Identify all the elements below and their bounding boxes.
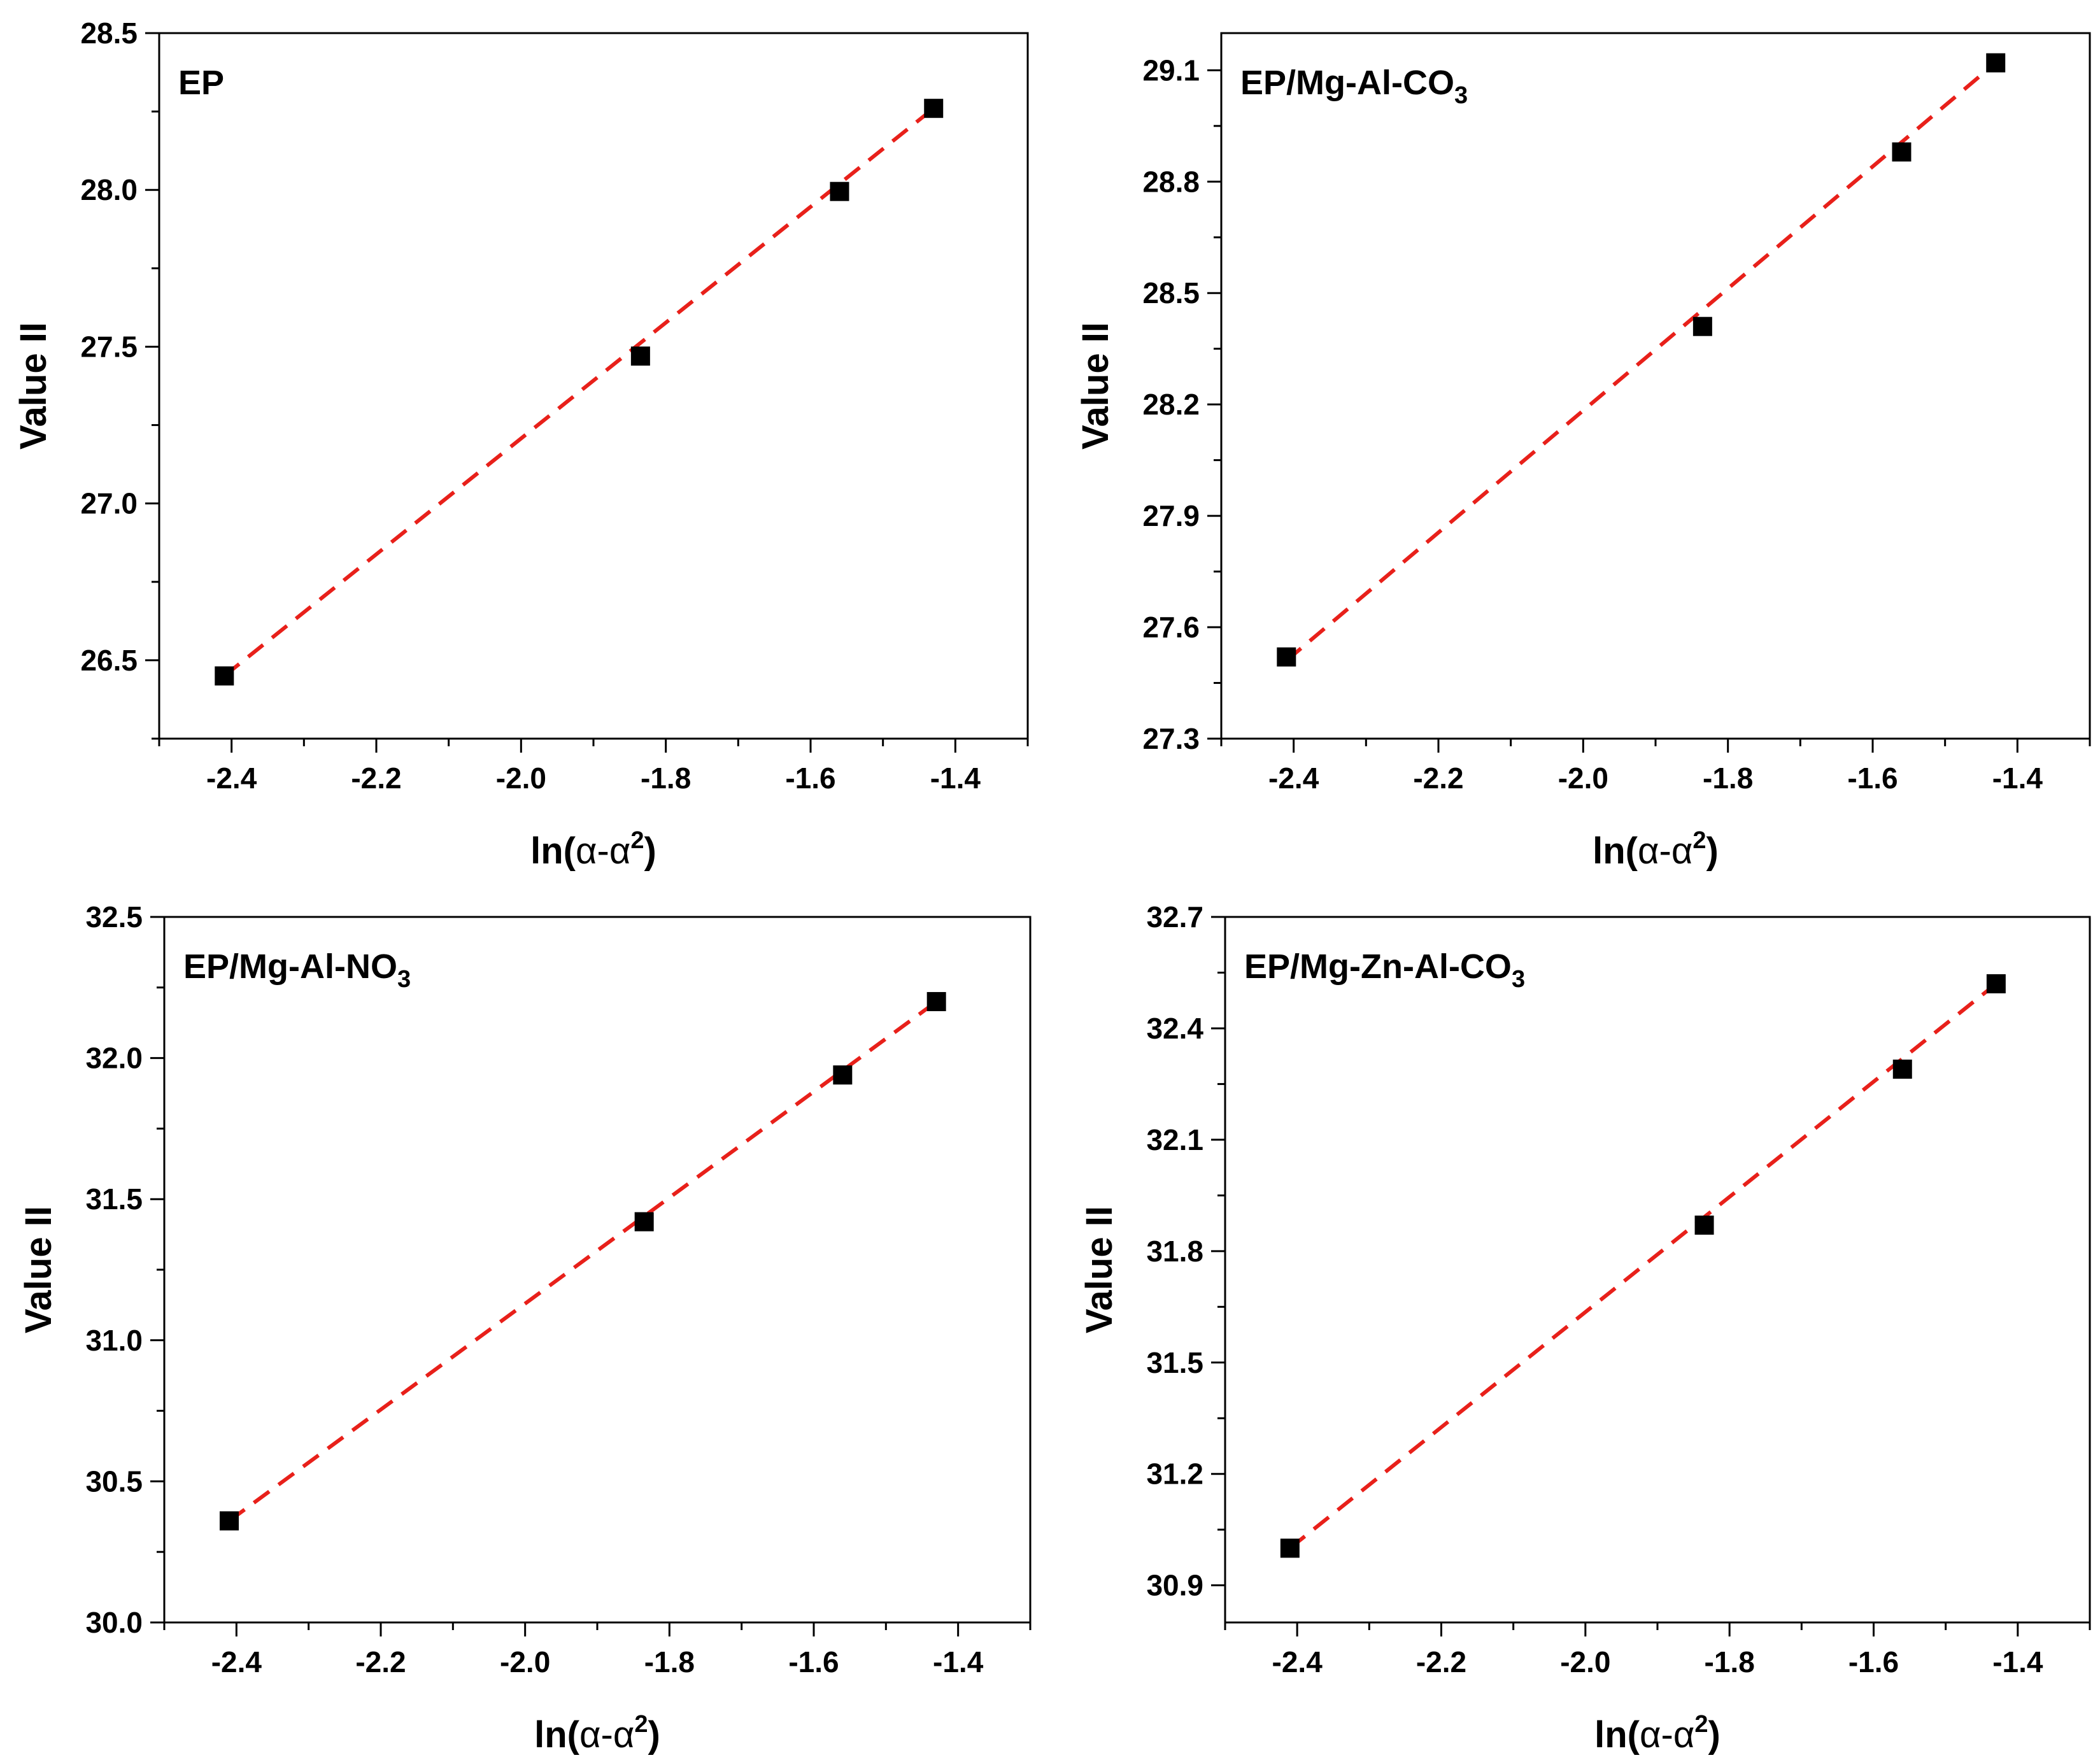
x-tick-label: -2.0: [1558, 762, 1608, 795]
y-tick-label: 30.0: [85, 1606, 143, 1639]
y-tick-label: 32.4: [1146, 1012, 1203, 1045]
x-tick-label: -1.8: [1703, 762, 1753, 795]
x-tick-label: -1.4: [1992, 762, 2043, 795]
plot-frame: [1224, 916, 2091, 1624]
data-point: [1892, 142, 1912, 162]
y-tick-label: 32.1: [1146, 1123, 1203, 1156]
plot-frame: [1220, 32, 2091, 740]
panel-label: EP: [178, 64, 224, 102]
fit-line: [1288, 982, 1997, 1550]
data-point: [220, 1511, 239, 1531]
x-tick-label: -1.8: [641, 762, 691, 795]
x-tick-label: -2.0: [500, 1645, 550, 1678]
panel-label: EP/Mg-Zn-Al-CO3: [1244, 947, 1525, 993]
y-tick-label: 30.9: [1146, 1569, 1203, 1602]
y-tick-label: 27.3: [1142, 722, 1200, 755]
y-tick-label: 30.5: [85, 1465, 143, 1498]
y-tick-label: 27.0: [80, 487, 138, 520]
fit-line: [223, 106, 935, 678]
data-point: [1280, 1538, 1300, 1558]
data-point: [1277, 647, 1296, 667]
x-tick-label: -1.8: [644, 1645, 695, 1678]
data-point: [830, 181, 849, 201]
panel-label: EP/Mg-Al-CO3: [1240, 64, 1468, 109]
x-tick-label: -2.0: [496, 762, 546, 795]
x-tick-label: -2.2: [351, 762, 401, 795]
y-tick-label: 28.5: [1142, 276, 1200, 309]
y-tick-label: 31.2: [1146, 1458, 1203, 1491]
x-tick-label: -2.0: [1560, 1645, 1610, 1678]
data-point: [926, 991, 946, 1011]
y-tick-label: 28.8: [1142, 165, 1200, 198]
y-tick-label: 31.8: [1146, 1235, 1203, 1268]
y-tick-label: 29.1: [1142, 53, 1200, 87]
x-tick-label: -1.6: [785, 762, 835, 795]
x-tick-label: -1.4: [1992, 1645, 2043, 1678]
x-axis-title: ln(α-α2): [1594, 1711, 1720, 1756]
y-tick-label: 31.5: [85, 1182, 143, 1216]
x-tick-label: -1.8: [1705, 1645, 1755, 1678]
plot-frame: [163, 916, 1032, 1624]
x-tick-label: -2.4: [211, 1645, 262, 1678]
x-tick-label: -1.6: [1848, 1645, 1899, 1678]
y-tick-label: 28.0: [80, 173, 138, 206]
x-tick-label: -2.2: [355, 1645, 406, 1678]
chart-panel-4: -2.4 -2.2 -2.0 -1.8 -1.6 -1.4 30.9 31.2 31.5 31.8…: [1079, 900, 2091, 1756]
y-axis-title: Value II: [1079, 1206, 1120, 1333]
x-tick-label: -2.4: [1268, 762, 1319, 795]
data-point: [215, 666, 234, 686]
x-tick-label: -2.2: [1416, 1645, 1466, 1678]
x-tick-label: -2.4: [1272, 1645, 1323, 1678]
fit-line: [1285, 61, 1997, 662]
data-point: [634, 1212, 654, 1231]
y-tick-label: 28.5: [80, 17, 138, 50]
y-tick-label: 26.5: [80, 644, 138, 677]
x-tick-label: -1.6: [1847, 762, 1898, 795]
x-tick-label: -2.4: [206, 762, 257, 795]
panel-label: EP/Mg-Al-NO3: [183, 947, 411, 993]
fit-line: [228, 1000, 938, 1522]
data-point: [1692, 316, 1712, 336]
y-tick-label: 27.9: [1142, 499, 1200, 532]
y-tick-label: 27.6: [1142, 611, 1200, 644]
x-tick-label: -1.4: [933, 1645, 984, 1678]
y-tick-label: 31.5: [1146, 1346, 1203, 1379]
x-tick-label: -1.4: [930, 762, 981, 795]
x-tick-label: -1.6: [788, 1645, 839, 1678]
y-axis-title: Value II: [13, 322, 54, 450]
y-tick-label: 32.7: [1146, 900, 1203, 933]
y-axis-title: Value II: [18, 1206, 59, 1333]
y-tick-label: 31.0: [85, 1324, 143, 1357]
data-point: [1694, 1216, 1714, 1235]
y-axis-title: Value II: [1075, 322, 1116, 450]
chart-panel-2: -2.4 -2.2 -2.0 -1.8 -1.6 -1.4 27.3 27.6 27.9 28.2…: [1075, 32, 2091, 872]
y-tick-label: 27.5: [80, 330, 138, 363]
chart-panel-3: -2.4 -2.2 -2.0 -1.8 -1.6 -1.4 30.0 30.5 31.0 31.5…: [18, 900, 1032, 1756]
chart-panel-1: -2.4 -2.2 -2.0 -1.8 -1.6 -1.4 26.5 27.0 27.5 28.0…: [13, 17, 1029, 872]
x-axis-title: ln(α-α2): [530, 827, 656, 872]
data-point: [1892, 1060, 1912, 1079]
data-point: [1986, 974, 2006, 993]
y-tick-label: 32.0: [85, 1042, 143, 1075]
data-point: [630, 346, 650, 366]
y-tick-label: 28.2: [1142, 388, 1200, 421]
x-tick-label: -2.2: [1413, 762, 1463, 795]
data-point: [1986, 53, 2006, 73]
data-point: [833, 1065, 853, 1085]
data-point: [924, 99, 944, 118]
y-tick-label: 32.5: [85, 900, 143, 933]
x-axis-title: ln(α-α2): [1593, 827, 1719, 872]
x-axis-title: ln(α-α2): [534, 1711, 660, 1756]
